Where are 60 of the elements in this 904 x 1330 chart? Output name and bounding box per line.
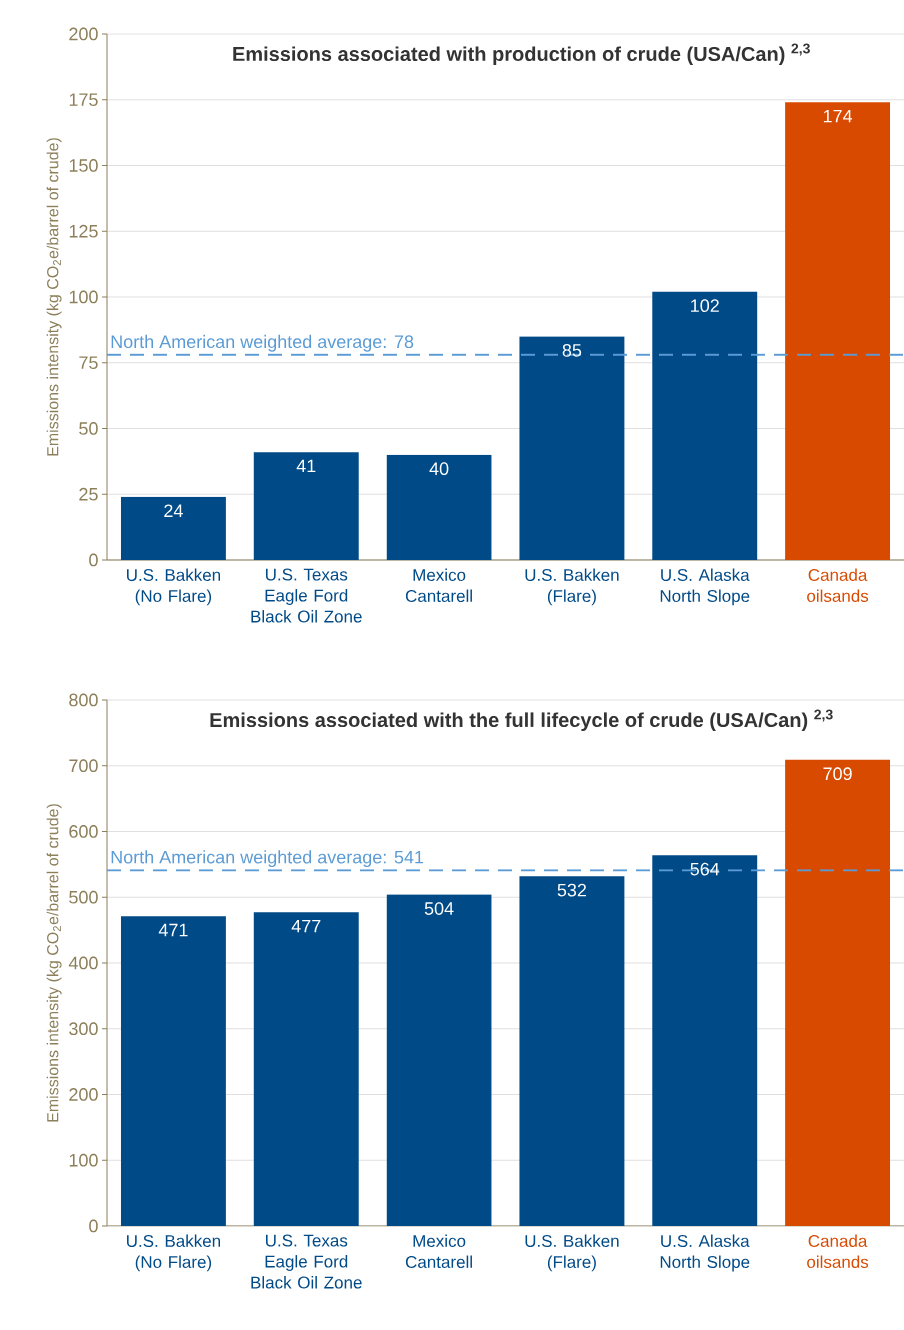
y-tick-label: 300 <box>68 1022 98 1036</box>
x-tick-label: U.S. Texas Eagle Ford Black Oil Zone <box>251 568 362 623</box>
x-tick-label: U.S. Alaska North Slope <box>660 568 750 606</box>
y-tick-label: 200 <box>69 27 98 41</box>
data-label: 24 <box>164 504 183 517</box>
data-label: 564 <box>690 862 719 876</box>
y-tick-label: 175 <box>69 93 98 107</box>
data-label: 709 <box>823 767 852 781</box>
y-tick-label: 25 <box>79 487 98 501</box>
y-tick-label: 200 <box>69 1088 98 1101</box>
data-label: 532 <box>557 883 586 897</box>
y-tick-label: 0 <box>88 1219 98 1233</box>
y-tick-label: 50 <box>78 422 98 435</box>
x-tick-label: Mexico Cantarell <box>405 568 472 603</box>
y-axis-title: Emissions intensity (kg CO$_{2}$e/barrel of crude) <box>46 804 62 1122</box>
data-label: 40 <box>429 462 449 476</box>
bar <box>120 916 226 1226</box>
y-tick-label: 0 <box>88 553 98 567</box>
bar <box>253 912 359 1226</box>
y-tick-label: 600 <box>69 825 98 838</box>
data-label: 102 <box>690 299 719 312</box>
x-tick-label: U.S. Bakken (No Flare) <box>126 568 220 606</box>
y-tick-label: 150 <box>69 159 98 172</box>
y-tick-label: 125 <box>69 224 98 238</box>
bar <box>652 291 757 560</box>
bar <box>386 454 492 560</box>
data-label: 174 <box>823 109 852 123</box>
bar <box>519 876 625 1226</box>
y-tick-label: 75 <box>79 356 98 370</box>
y-tick-label: 100 <box>69 290 98 304</box>
bar <box>784 102 890 560</box>
ref-line-label: North American weighted average: 78 <box>111 334 413 352</box>
data-label: 477 <box>291 919 321 933</box>
bar <box>253 452 359 560</box>
x-tick-label: U.S. Bakken (No Flare) <box>126 1234 220 1272</box>
bar <box>784 759 890 1226</box>
y-tick-label: 800 <box>68 693 98 707</box>
y-tick-label: 700 <box>69 759 98 773</box>
bar <box>386 894 492 1226</box>
bar <box>120 496 226 560</box>
y-tick-label: 100 <box>69 1153 98 1167</box>
data-label: 504 <box>424 902 454 915</box>
data-label: 85 <box>562 343 581 357</box>
bar <box>519 336 625 560</box>
y-tick-label: 400 <box>68 956 98 970</box>
data-label: 41 <box>296 459 316 473</box>
x-tick-label: Canada oilsands <box>806 568 868 603</box>
x-tick-label: U.S. Bakken (Flare) <box>525 568 619 606</box>
bar <box>652 855 757 1226</box>
x-tick-label: U.S. Alaska North Slope <box>660 1234 750 1272</box>
x-tick-label: U.S. Texas Eagle Ford Black Oil Zone <box>251 1234 362 1289</box>
x-tick-label: U.S. Bakken (Flare) <box>525 1234 619 1272</box>
data-label: 471 <box>158 923 188 937</box>
y-tick-label: 500 <box>68 890 98 904</box>
text: Emissions associated with production of crude (USA/Can) $^{2,3}$ <box>233 43 810 66</box>
text: Emissions associated with the full lifecycle of crude (USA/Can) $^{2,3}$ <box>210 709 833 732</box>
x-tick-label: Mexico Cantarell <box>405 1234 472 1269</box>
y-axis-title: Emissions intensity (kg CO$_{2}$e/barrel of crude) <box>46 138 62 456</box>
x-tick-label: Canada oilsands <box>806 1234 868 1269</box>
ref-line-label: North American weighted average: 541 <box>111 850 423 868</box>
